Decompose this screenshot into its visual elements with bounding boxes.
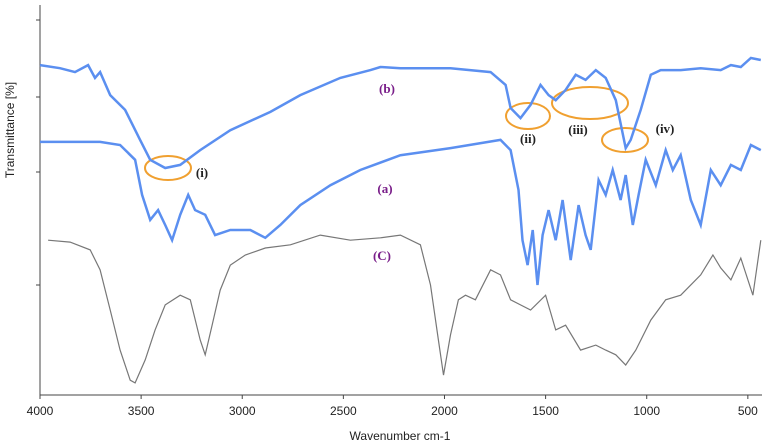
highlight-ellipse <box>601 127 649 153</box>
x-tick-label: 3000 <box>229 404 256 418</box>
spectrum-line <box>39 56 762 170</box>
annotation: (iii) <box>568 122 588 137</box>
x-tick-label: 1500 <box>532 404 559 418</box>
x-tick-label: 500 <box>738 404 758 418</box>
annotation: (iv) <box>656 121 675 136</box>
annotation: (i) <box>196 165 208 180</box>
x-tick-label: 2000 <box>431 404 458 418</box>
spectrum-line <box>40 138 762 286</box>
highlight-ellipse <box>144 155 192 181</box>
highlight-ellipse <box>505 102 551 130</box>
y-axis-label: Transmittance [%] <box>3 82 17 178</box>
highlight-ellipse <box>551 86 629 120</box>
x-axis-label: Wavenumber cm-1 <box>350 429 451 443</box>
series-label: (b) <box>379 81 395 96</box>
x-tick-label: 2500 <box>330 404 357 418</box>
annotation: (ii) <box>520 131 536 146</box>
series-label: (C) <box>373 248 391 263</box>
x-tick-label: 4000 <box>27 404 54 418</box>
x-tick-label: 3500 <box>128 404 155 418</box>
spectrum-line <box>48 234 762 384</box>
series-label: (a) <box>377 181 392 196</box>
x-tick-label: 1000 <box>633 404 660 418</box>
